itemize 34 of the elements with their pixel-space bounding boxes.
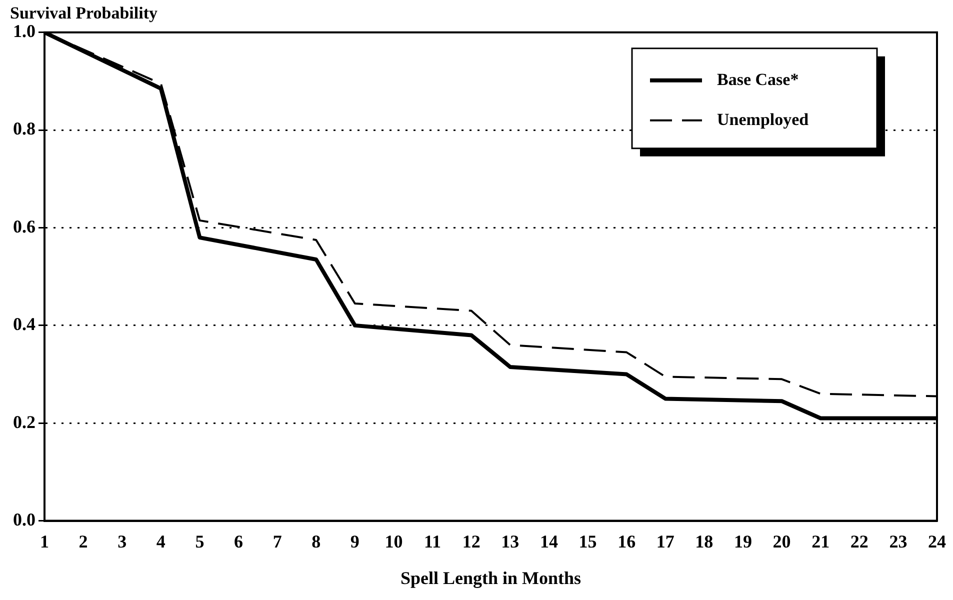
x-tick-label: 20	[772, 531, 791, 552]
x-tick-label: 1	[40, 531, 49, 552]
y-tick-label: 0.4	[13, 314, 36, 334]
x-tick-label: 4	[156, 531, 166, 552]
y-axis-title: Survival Probability	[10, 4, 158, 23]
legend-label: Base Case*	[717, 70, 799, 89]
y-tick-label: 1.0	[13, 21, 36, 42]
x-tick-label: 2	[78, 531, 88, 552]
x-tick-label: 18	[695, 531, 714, 552]
x-tick-label: 13	[501, 531, 520, 552]
y-tick-label: 0.6	[13, 216, 36, 236]
y-tick-label: 0.8	[13, 118, 36, 139]
x-tick-label: 3	[118, 531, 127, 552]
x-tick-label: 10	[384, 531, 403, 552]
x-tick-label: 8	[312, 531, 321, 552]
x-tick-label: 6	[234, 531, 244, 552]
x-tick-label: 15	[578, 531, 597, 552]
x-axis-title: Spell Length in Months	[400, 568, 582, 588]
legend-label: Unemployed	[717, 110, 810, 129]
x-tick-label: 14	[540, 531, 558, 552]
x-tick-label: 19	[734, 531, 752, 552]
x-tick-label: 21	[812, 531, 830, 552]
x-tick-label: 12	[462, 531, 480, 552]
y-tick-label: 0.2	[13, 412, 36, 432]
x-tick-label: 7	[272, 531, 282, 552]
x-tick-label: 17	[656, 531, 674, 552]
x-tick-label: 24	[928, 531, 946, 552]
y-tick-label: 0.0	[13, 509, 36, 530]
x-tick-label: 22	[850, 531, 868, 552]
x-tick-label: 16	[618, 531, 636, 552]
x-tick-label: 11	[424, 531, 442, 552]
x-tick-label: 5	[195, 531, 204, 552]
x-tick-label: 23	[889, 531, 908, 552]
x-tick-label: 9	[350, 531, 360, 552]
